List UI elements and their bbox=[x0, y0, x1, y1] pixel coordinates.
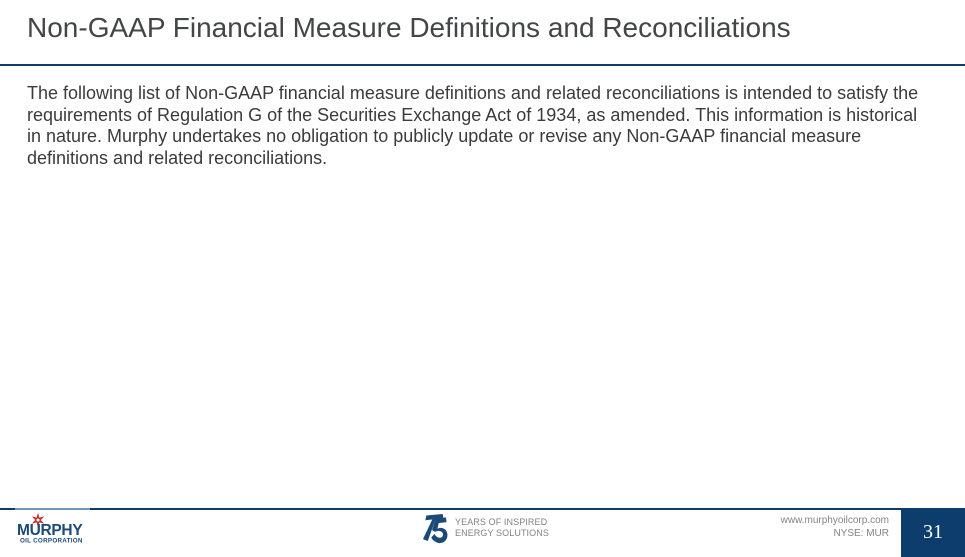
svg-text:MURPHY: MURPHY bbox=[17, 522, 83, 539]
svg-text:YEARS OF INSPIRED: YEARS OF INSPIRED bbox=[455, 517, 548, 527]
svg-text:ENERGY SOLUTIONS: ENERGY SOLUTIONS bbox=[455, 528, 549, 538]
svg-text:OIL CORPORATION: OIL CORPORATION bbox=[20, 538, 83, 545]
